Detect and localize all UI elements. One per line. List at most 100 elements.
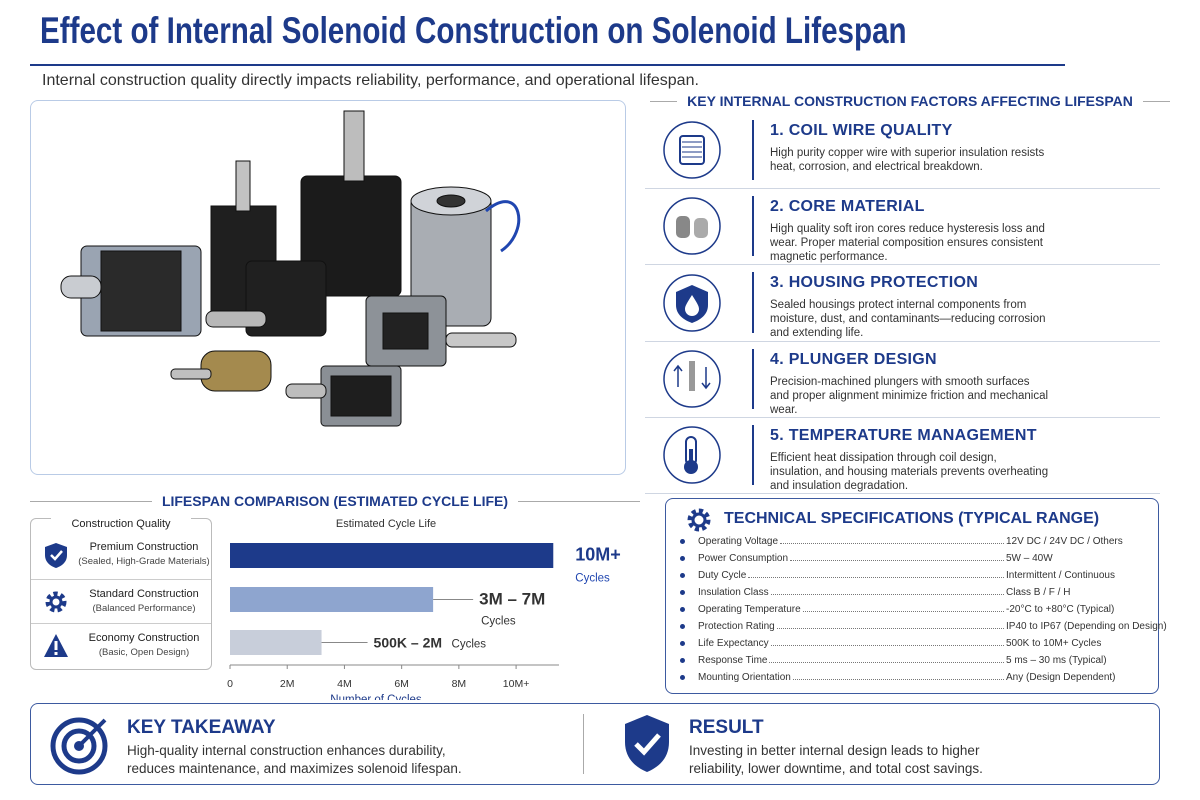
- result-title: RESULT: [689, 717, 764, 738]
- legend-title: Construction Quality: [51, 518, 191, 530]
- summary-box: KEY TAKEAWAY High-quality internal const…: [30, 703, 1160, 785]
- spec-label: Mounting Orientation: [698, 672, 791, 683]
- legend-note: (Basic, Open Design): [98, 647, 190, 658]
- spec-row: Power Consumption 5W – 40W: [680, 553, 1118, 564]
- gear-icon: [687, 508, 711, 532]
- factors-heading: KEY INTERNAL CONSTRUCTION FACTORS AFFECT…: [640, 93, 1180, 109]
- x-tick-label: 6M: [394, 678, 409, 690]
- factor-text: High quality soft iron cores reduce hyst…: [770, 223, 1045, 263]
- specs-title: TECHNICAL SPECIFICATIONS (TYPICAL RANGE): [724, 510, 1100, 527]
- factor-title: 5. TEMPERATURE MANAGEMENT: [770, 427, 1037, 444]
- spec-label: Response Time: [698, 655, 768, 666]
- spec-bullet: [680, 590, 685, 595]
- spec-value: Class B / F / H: [1006, 587, 1071, 598]
- spec-row: Protection Rating IP40 to IP67 (Depending…: [680, 621, 1167, 632]
- spec-bullet: [680, 539, 685, 544]
- chart-title: LIFESPAN COMPARISON (ESTIMATED CYCLE LIF…: [20, 493, 650, 509]
- chart: Estimated Cycle Life 0 2M 4M 6M 8M 10M+ Number …: [227, 518, 621, 700]
- legend-icon: [45, 543, 67, 568]
- spec-bullet: [680, 573, 685, 578]
- spec-bullet: [680, 607, 685, 612]
- factor-divider: [752, 349, 754, 409]
- factor-icon: [663, 426, 721, 484]
- takeaway-text: High-quality internal construction enhan…: [127, 743, 462, 776]
- legend-name: Premium Construction: [89, 541, 199, 553]
- takeaway-title: KEY TAKEAWAY: [127, 717, 276, 738]
- factor-title: 4. PLUNGER DESIGN: [770, 351, 937, 368]
- target-icon: [50, 717, 108, 775]
- spec-leader: [790, 553, 1004, 561]
- divider: [583, 714, 584, 774]
- factor-title: 3. HOUSING PROTECTION: [770, 274, 979, 291]
- legend-icon: [44, 634, 68, 657]
- spec-row: Response Time 5 ms – 30 ms (Typical): [680, 655, 1118, 666]
- factor-title: 1. COIL WIRE QUALITY: [770, 122, 953, 139]
- spec-label: Operating Temperature: [698, 604, 801, 615]
- x-tick-label: 8M: [452, 678, 467, 690]
- bar-annotation: 3M – 7M: [479, 590, 545, 609]
- bar: [230, 543, 554, 568]
- spec-leader: [769, 655, 1004, 663]
- product-photo: [30, 100, 626, 475]
- factor-icon: [663, 273, 721, 332]
- spec-value: -20°C to +80°C (Typical): [1006, 604, 1115, 615]
- spec-leader: [776, 621, 1004, 629]
- legend-name: Economy Construction: [88, 632, 200, 644]
- factor-icon: [663, 350, 721, 408]
- x-tick-label: 10M+: [503, 678, 530, 690]
- bar: [230, 587, 434, 612]
- legend-row: Standard Construction (Balanced Performan…: [31, 579, 211, 624]
- spec-leader: [770, 587, 1004, 595]
- spec-value: Intermittent / Continuous: [1006, 570, 1115, 581]
- factor-row: 5. TEMPERATURE MANAGEMENT Efficient heat …: [645, 417, 1160, 494]
- spec-value: 500K to 10M+ Cycles: [1006, 638, 1102, 649]
- x-tick-label: 2M: [280, 678, 295, 690]
- spec-row: Operating Temperature -20°C to +80°C (Typ…: [680, 604, 1118, 615]
- factor-text: Precision-machined plungers with smooth …: [770, 376, 1049, 416]
- spec-label: Operating Voltage: [698, 536, 779, 547]
- spec-label: Life Expectancy: [698, 638, 769, 649]
- factor-divider: [752, 120, 754, 180]
- result-text: Investing in better internal design lead…: [689, 743, 983, 776]
- factor-text: Sealed housings protect internal compone…: [770, 299, 1046, 339]
- spec-label: Insulation Class: [698, 587, 769, 598]
- solenoid-illustration: [60, 110, 521, 427]
- factor-text: High purity copper wire with superior in…: [770, 147, 1045, 173]
- legend-note: (Sealed, High-Grade Materials): [78, 556, 210, 567]
- legend-name: Standard Construction: [89, 588, 199, 600]
- spec-bullet: [680, 675, 685, 680]
- spec-row: Mounting Orientation Any (Design Dependen…: [680, 672, 1118, 683]
- spec-row: Insulation Class Class B / F / H: [680, 587, 1118, 598]
- spec-label: Protection Rating: [698, 621, 775, 632]
- factor-row: 3. HOUSING PROTECTION Sealed housings pro…: [645, 264, 1160, 342]
- spec-bullet: [680, 624, 685, 629]
- spec-bullet: [680, 658, 685, 663]
- spec-value: 5 ms – 30 ms (Typical): [1006, 655, 1107, 666]
- axis-title: Estimated Cycle Life: [336, 518, 436, 530]
- legend-row: Premium Construction (Sealed, High-Grade …: [31, 533, 211, 577]
- subtitle: Internal construction quality directly i…: [42, 72, 699, 89]
- spec-bullet: [680, 556, 685, 561]
- specs-box: TECHNICAL SPECIFICATIONS (TYPICAL RANGE)…: [665, 498, 1167, 694]
- legend-note: (Balanced Performance): [92, 603, 196, 614]
- factor-icon: [663, 121, 721, 179]
- legend-box: Construction Quality Premium Constructio…: [30, 518, 212, 670]
- factor-icon: [663, 197, 721, 255]
- factor-divider: [752, 196, 754, 256]
- bar-annotation: 10M+: [575, 545, 621, 565]
- factor-text: Efficient heat dissipation through coil …: [770, 452, 1049, 492]
- factor-title: 2. CORE MATERIAL: [770, 198, 925, 215]
- spec-leader: [748, 570, 1004, 578]
- spec-leader: [792, 672, 1004, 680]
- factor-row: 1. COIL WIRE QUALITY High purity copper w…: [645, 112, 1160, 189]
- x-tick-label: 4M: [337, 678, 352, 690]
- spec-row: Operating Voltage 12V DC / 24V DC / Other…: [680, 536, 1123, 547]
- spec-leader: [802, 604, 1004, 612]
- spec-value: Any (Design Dependent): [1006, 672, 1116, 683]
- factor-divider: [752, 425, 754, 485]
- spec-value: 12V DC / 24V DC / Others: [1006, 536, 1123, 547]
- factor-row: 4. PLUNGER DESIGN Precision-machined plun…: [645, 341, 1160, 418]
- spec-leader: [780, 536, 1004, 544]
- legend-row: Economy Construction (Basic, Open Design): [31, 623, 211, 668]
